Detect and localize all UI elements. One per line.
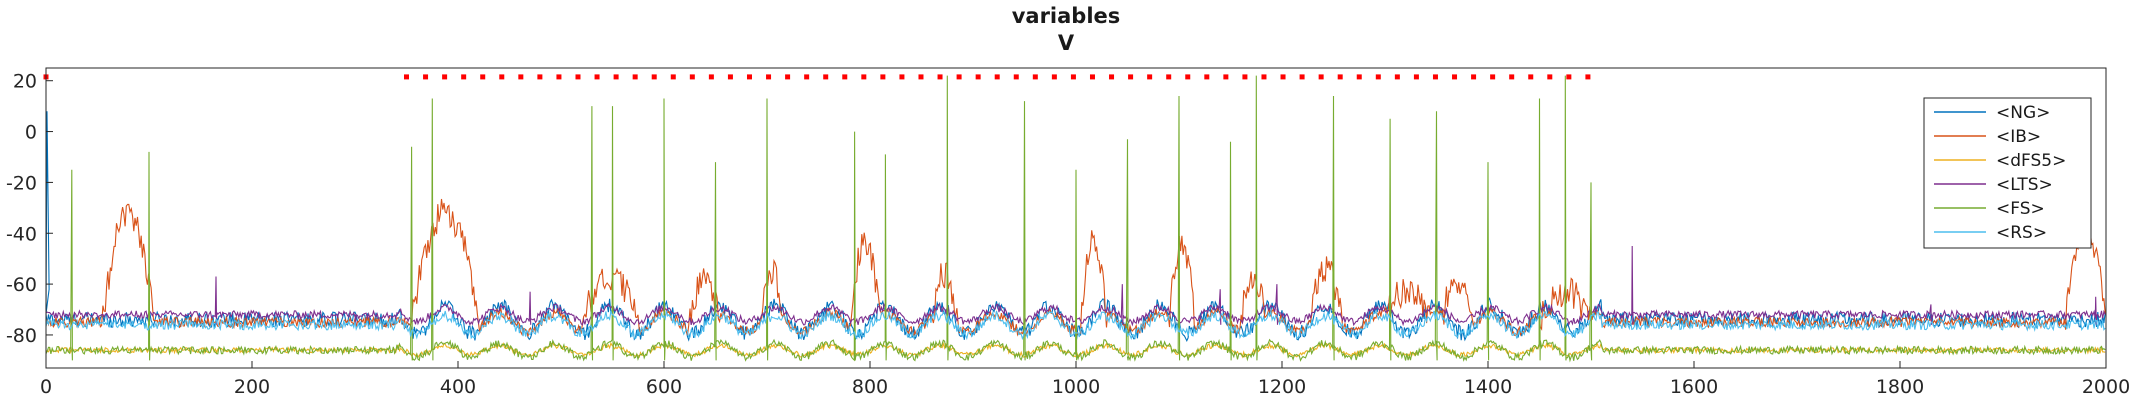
marker-dot xyxy=(918,74,924,80)
marker-dot xyxy=(1394,74,1400,80)
y-tick-label: -40 xyxy=(6,223,37,245)
marker-dot xyxy=(1318,74,1324,80)
marker-dot xyxy=(1585,74,1591,80)
marker-dot xyxy=(1490,74,1496,80)
legend-entry: <NG> xyxy=(1996,103,2050,123)
marker-dot xyxy=(746,74,752,80)
x-tick-label: 1800 xyxy=(1876,376,1924,398)
x-tick-label: 200 xyxy=(234,376,270,398)
marker-dot xyxy=(842,74,848,80)
marker-dot xyxy=(994,74,1000,80)
marker-dot xyxy=(1128,74,1134,80)
marker-dot xyxy=(1299,74,1305,80)
marker-dot xyxy=(613,74,619,80)
x-tick-label: 2000 xyxy=(2082,376,2130,398)
marker-dot xyxy=(594,74,600,80)
marker-dot xyxy=(1547,74,1553,80)
marker-dot xyxy=(785,74,791,80)
series-line-2 xyxy=(45,341,2106,359)
marker-dot xyxy=(899,74,905,80)
marker-dot xyxy=(766,74,772,80)
x-tick-label: 1000 xyxy=(1052,376,1100,398)
plot-lines xyxy=(45,75,2106,363)
marker-dot xyxy=(575,74,581,80)
marker-dot xyxy=(1452,74,1458,80)
x-tick-label: 1200 xyxy=(1258,376,1306,398)
y-tick-label: -20 xyxy=(6,172,37,194)
y-tick-label: 0 xyxy=(25,122,37,144)
x-tick-label: 600 xyxy=(646,376,682,398)
chart-subtitle: V xyxy=(1058,31,1075,55)
marker-dot xyxy=(670,74,676,80)
marker-dot xyxy=(1013,74,1019,80)
marker-dot xyxy=(1261,74,1267,80)
axis-ticks: 0 200 400 600 800 1000 1200 1400 1600 1800 2000-80… xyxy=(6,71,2130,398)
marker-dot xyxy=(1109,74,1115,80)
marker-dot xyxy=(1528,74,1534,80)
marker-dot xyxy=(804,74,810,80)
marker-dot xyxy=(651,74,657,80)
marker-dot xyxy=(1032,74,1038,80)
marker-dot xyxy=(1070,74,1076,80)
marker-dot xyxy=(1509,74,1515,80)
marker-dot xyxy=(556,74,562,80)
marker-dot xyxy=(537,74,543,80)
y-tick-label: -80 xyxy=(6,325,37,347)
marker-dot xyxy=(1471,74,1477,80)
marker-dot xyxy=(404,74,409,80)
series-line-4 xyxy=(45,75,2106,363)
marker-dot xyxy=(1204,74,1210,80)
chart-title: variables xyxy=(1012,4,1121,28)
marker-dot xyxy=(689,74,695,80)
marker-dot xyxy=(632,74,638,80)
marker-dot xyxy=(1337,74,1343,80)
marker-dot xyxy=(423,74,429,80)
marker-dot xyxy=(861,74,867,80)
legend-entry: <LTS> xyxy=(1996,175,2053,195)
marker-dot xyxy=(1432,74,1438,80)
marker-dot xyxy=(1185,74,1191,80)
marker-dot xyxy=(1566,74,1572,80)
x-tick-label: 0 xyxy=(40,376,52,398)
series-line-5 xyxy=(45,309,2106,341)
legend-box xyxy=(1923,97,2092,249)
marker-dot xyxy=(727,74,733,80)
marker-dot xyxy=(1413,74,1419,80)
marker-dot xyxy=(975,74,981,80)
y-tick-label: -60 xyxy=(6,274,37,296)
marker-dot xyxy=(1242,74,1248,80)
marker-dot xyxy=(956,74,962,80)
series-line-3 xyxy=(45,245,2106,327)
marker-dot xyxy=(1051,74,1057,80)
x-tick-label: 1600 xyxy=(1670,376,1718,398)
marker-dot xyxy=(1375,74,1381,80)
marker-dot xyxy=(823,74,829,80)
marker-dot xyxy=(1223,74,1229,80)
marker-dot xyxy=(1280,74,1286,80)
legend-entry: <RS> xyxy=(1996,223,2047,243)
marker-dot xyxy=(708,74,714,80)
marker-series xyxy=(43,74,1591,80)
marker-dot xyxy=(442,74,448,80)
y-tick-label: 20 xyxy=(13,71,37,93)
marker-dot xyxy=(461,74,467,80)
legend-entry: <dFS5> xyxy=(1996,151,2066,171)
marker-dot xyxy=(499,74,505,80)
marker-dot xyxy=(1147,74,1153,80)
legend: <NG> <IB> <dFS5> <LTS> <FS> <RS> xyxy=(1923,97,2092,249)
marker-dot xyxy=(518,74,524,80)
marker-dot xyxy=(880,74,886,80)
marker-dot xyxy=(480,74,486,80)
x-tick-label: 800 xyxy=(852,376,888,398)
marker-dot xyxy=(1166,74,1172,80)
marker-dot xyxy=(1089,74,1095,80)
x-tick-label: 1400 xyxy=(1464,376,1512,398)
x-tick-label: 400 xyxy=(440,376,476,398)
marker-dot xyxy=(937,74,943,80)
legend-entry: <IB> xyxy=(1996,127,2041,147)
marker-dot xyxy=(1356,74,1362,80)
legend-entry: <FS> xyxy=(1996,199,2045,219)
